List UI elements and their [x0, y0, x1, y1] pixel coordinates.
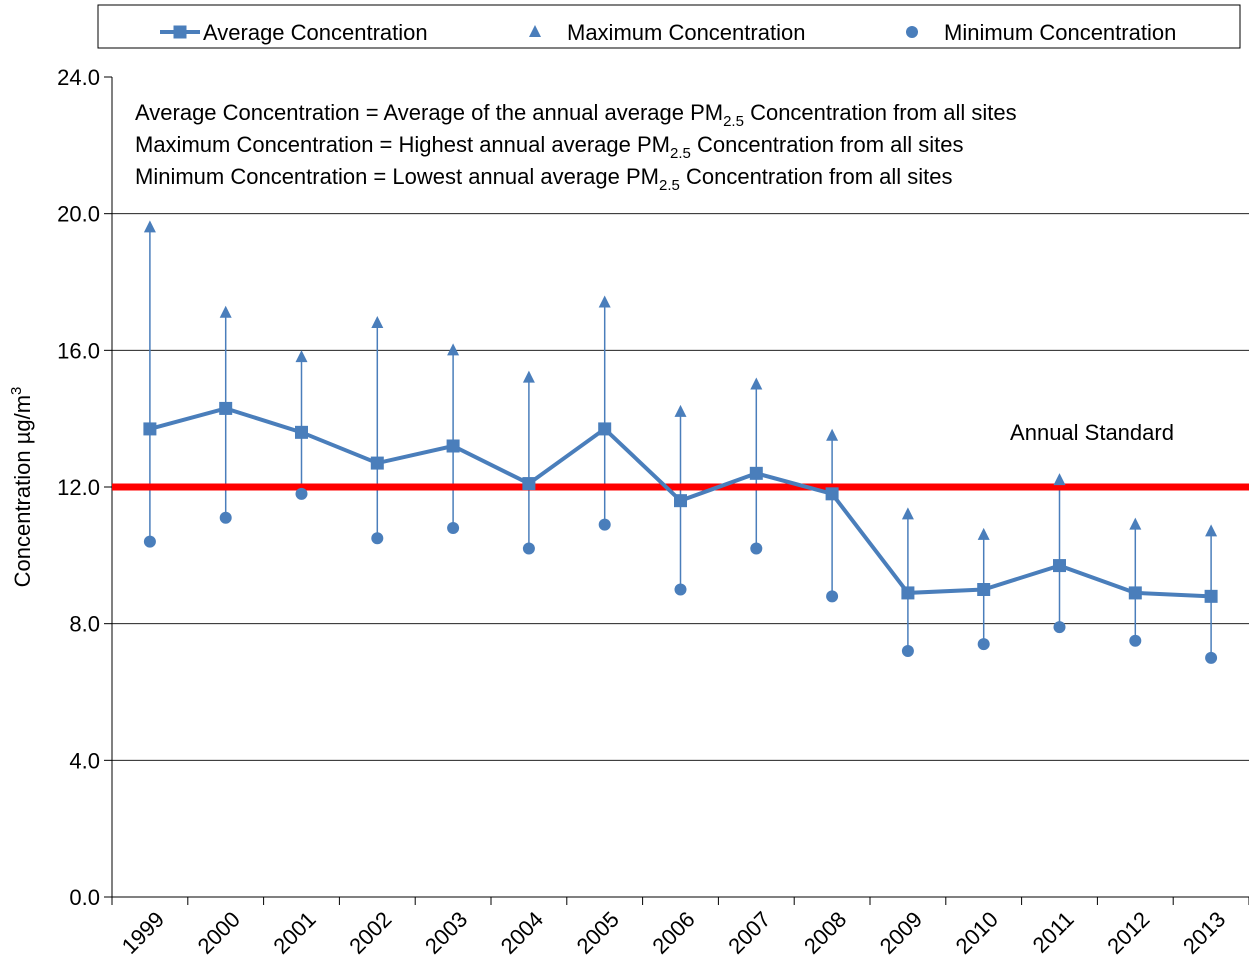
point [1128, 586, 1142, 600]
x-tick-label: 2004 [496, 907, 548, 959]
point [674, 494, 687, 508]
x-tick-label: 2010 [951, 907, 1003, 959]
point [826, 428, 839, 441]
y-tick-label: 24.0 [57, 65, 100, 90]
point [295, 487, 308, 500]
point [219, 401, 233, 415]
point [749, 466, 763, 480]
legend-item: Minimum Concentration [906, 20, 1176, 45]
note-text: Concentration from all sites [691, 132, 964, 157]
x-tick-label: 2003 [420, 907, 472, 959]
y-tick-label: 4.0 [69, 748, 100, 773]
note: Average Concentration = Average of the a… [135, 100, 1017, 130]
point [598, 422, 612, 436]
x-tick-label: 2001 [268, 907, 320, 959]
x-tick-label: 2012 [1102, 907, 1154, 959]
point [1129, 634, 1142, 647]
x-tick-label: 2009 [875, 907, 927, 959]
legend-marker [529, 25, 541, 37]
legend-marker [173, 25, 187, 39]
point [219, 511, 232, 524]
x-tick-label: 2008 [799, 907, 851, 959]
point [750, 377, 763, 390]
x-tick-label: 2013 [1178, 907, 1230, 959]
note: Maximum Concentration = Highest annual a… [135, 132, 964, 162]
note-text: Minimum Concentration = Lowest annual av… [135, 164, 659, 189]
point [674, 583, 687, 596]
point [977, 583, 991, 596]
point [371, 316, 384, 328]
y-tick-label: 12.0 [57, 475, 100, 500]
point [1205, 524, 1218, 537]
point [370, 456, 384, 470]
y-label-text: Concentration µg/m [10, 395, 35, 587]
point [446, 439, 460, 453]
legend-label: Minimum Concentration [944, 20, 1176, 45]
x-tick-label: 2011 [1028, 907, 1079, 958]
point [901, 507, 914, 520]
x-tick-label: 2005 [572, 907, 624, 959]
standard-label: Annual Standard [1010, 420, 1174, 445]
x-tick-label: 2000 [193, 907, 245, 959]
point [901, 645, 914, 657]
point [1129, 517, 1142, 530]
point [598, 518, 611, 531]
point [1204, 589, 1218, 603]
point [825, 487, 839, 501]
point [447, 343, 460, 356]
point [977, 527, 990, 540]
point [977, 638, 990, 651]
point [143, 535, 156, 548]
point [295, 350, 308, 363]
point [1053, 621, 1066, 634]
x-tick-label: 2002 [344, 907, 396, 959]
point [1053, 473, 1066, 486]
note: Minimum Concentration = Lowest annual av… [135, 164, 953, 194]
y-tick-label: 0.0 [69, 885, 100, 910]
note-sub: 2.5 [723, 113, 744, 130]
note-text: Concentration from all sites [680, 164, 953, 189]
legend-item: Maximum Concentration [529, 20, 805, 45]
point [1205, 651, 1218, 664]
legend-marker [906, 26, 918, 38]
point [522, 542, 535, 555]
note-sub: 2.5 [659, 177, 680, 194]
point [522, 370, 535, 383]
point [522, 477, 536, 491]
point [750, 542, 763, 555]
legend-box [97, 4, 1241, 49]
note-text: Maximum Concentration = Highest annual a… [135, 132, 670, 157]
note-text: Average Concentration = Average of the a… [135, 100, 723, 125]
point [143, 220, 156, 233]
point [1053, 559, 1066, 573]
note-sub: 2.5 [670, 145, 691, 162]
point [295, 425, 308, 439]
point [674, 404, 687, 417]
legend-label: Maximum Concentration [567, 20, 805, 45]
x-tick-label: 1999 [117, 907, 169, 959]
point [219, 305, 232, 318]
point [826, 590, 839, 603]
legend-item: Average Concentration [160, 20, 428, 45]
x-tick-label: 2006 [647, 907, 699, 959]
note-text: Concentration from all sites [744, 100, 1017, 125]
point [901, 586, 915, 600]
y-tick-label: 16.0 [57, 338, 100, 363]
point [371, 532, 384, 545]
point [447, 522, 460, 534]
legend-label: Average Concentration [203, 20, 428, 45]
y-tick-label: 8.0 [69, 612, 100, 637]
y-label-sup: 3 [8, 387, 25, 395]
point [143, 422, 157, 436]
y-tick-label: 20.0 [57, 202, 100, 227]
point [598, 295, 611, 308]
y-axis-label: Concentration µg/m3 [8, 387, 35, 588]
x-tick-label: 2007 [723, 907, 775, 959]
